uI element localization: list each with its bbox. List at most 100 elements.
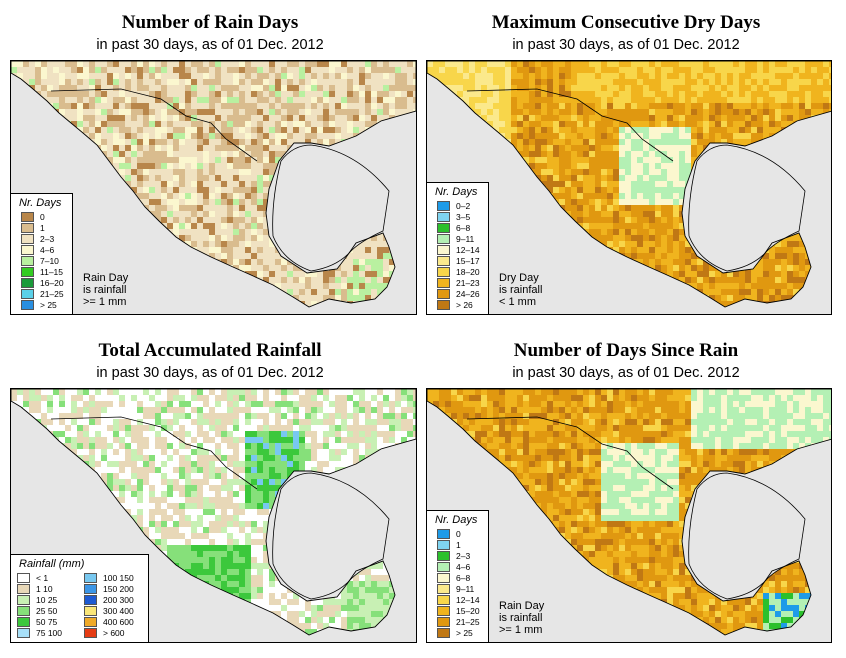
grid-cell: [287, 67, 293, 73]
grid-cell: [703, 91, 709, 97]
grid-cell: [191, 217, 197, 223]
grid-cell: [637, 127, 643, 133]
grid-cell: [679, 199, 685, 205]
panel-subtitle-max-dry: in past 30 days, as of 01 Dec. 2012: [512, 37, 740, 53]
grid-cell: [817, 91, 823, 97]
grid-cell: [41, 79, 47, 85]
grid-cell: [353, 103, 359, 109]
grid-cell: [299, 97, 305, 103]
grid-cell: [817, 67, 823, 73]
grid-cell: [149, 157, 155, 163]
grid-cell: [251, 127, 257, 133]
grid-cell: [197, 151, 203, 157]
grid-cell: [649, 85, 655, 91]
grid-cell: [589, 103, 595, 109]
grid-cell: [101, 67, 107, 73]
grid-cell: [221, 205, 227, 211]
grid-cell: [167, 169, 173, 175]
grid-cell: [221, 115, 227, 121]
grid-cell: [685, 121, 691, 127]
grid-cell: [619, 79, 625, 85]
grid-cell: [685, 85, 691, 91]
grid-cell: [83, 109, 89, 115]
grid-cell: [401, 61, 407, 67]
grid-cell: [209, 103, 215, 109]
grid-cell: [341, 73, 347, 79]
grid-cell: [583, 115, 589, 121]
grid-cell: [751, 103, 757, 109]
grid-cell: [113, 145, 119, 151]
grid-cell: [179, 109, 185, 115]
grid-cell: [383, 259, 389, 265]
legend-item: > 25: [11, 299, 72, 310]
grid-cell: [95, 139, 101, 145]
grid-cell: [637, 109, 643, 115]
grid-cell: [559, 145, 565, 151]
grid-cell: [155, 211, 161, 217]
grid-cell: [221, 193, 227, 199]
grid-cell: [155, 115, 161, 121]
grid-cell: [149, 121, 155, 127]
grid-cell: [679, 223, 685, 229]
grid-cell: [493, 109, 499, 115]
grid-cell: [245, 157, 251, 163]
grid-cell: [245, 85, 251, 91]
grid-cell: [161, 85, 167, 91]
grid-cell: [251, 169, 257, 175]
grid-cell: [595, 199, 601, 205]
grid-cell: [377, 73, 383, 79]
grid-cell: [329, 289, 335, 295]
grid-cell: [209, 217, 215, 223]
grid-cell: [583, 187, 589, 193]
grid-cell: [589, 67, 595, 73]
grid-cell: [407, 97, 413, 103]
grid-cell: [523, 97, 529, 103]
grid-cell: [167, 187, 173, 193]
grid-cell: [775, 91, 781, 97]
legend-swatch: [21, 211, 34, 222]
grid-cell: [347, 289, 353, 295]
grid-cell: [191, 67, 197, 73]
grid-cell: [263, 115, 269, 121]
grid-cell: [751, 127, 757, 133]
grid-cell: [251, 163, 257, 169]
grid-cell: [131, 103, 137, 109]
legend: Nr. Days 0 1 2–3 4–6 7–10 11–15 16–20 21–25 > 25: [11, 193, 73, 314]
grid-cell: [625, 103, 631, 109]
grid-cell: [335, 79, 341, 85]
grid-cell: [257, 151, 263, 157]
grid-cell: [281, 103, 287, 109]
grid-cell: [65, 103, 71, 109]
legend-label: 2–3: [40, 233, 55, 244]
grid-cell: [215, 169, 221, 175]
legend-title: Nr. Days: [19, 197, 62, 209]
grid-cell: [173, 211, 179, 217]
grid-cell: [559, 79, 565, 85]
grid-cell: [203, 235, 209, 241]
grid-cell: [709, 109, 715, 115]
grid-cell: [311, 277, 317, 283]
grid-cell: [77, 103, 83, 109]
grid-cell: [323, 109, 329, 115]
grid-cell: [275, 109, 281, 115]
grid-cell: [709, 61, 715, 67]
grid-cell: [365, 265, 371, 271]
grid-cell: [299, 103, 305, 109]
grid-cell: [673, 121, 679, 127]
grid-cell: [739, 133, 745, 139]
grid-cell: [631, 145, 637, 151]
grid-cell: [553, 187, 559, 193]
grid-cell: [227, 163, 233, 169]
grid-cell: [323, 127, 329, 133]
grid-cell: [625, 109, 631, 115]
grid-cell: [577, 157, 583, 163]
grid-cell: [215, 85, 221, 91]
grid-cell: [239, 265, 245, 271]
grid-cell: [221, 61, 227, 67]
grid-cell: [395, 67, 401, 73]
grid-cell: [167, 61, 173, 67]
grid-cell: [697, 103, 703, 109]
grid-cell: [655, 79, 661, 85]
legend-label: 16–20: [40, 277, 64, 288]
grid-cell: [541, 163, 547, 169]
